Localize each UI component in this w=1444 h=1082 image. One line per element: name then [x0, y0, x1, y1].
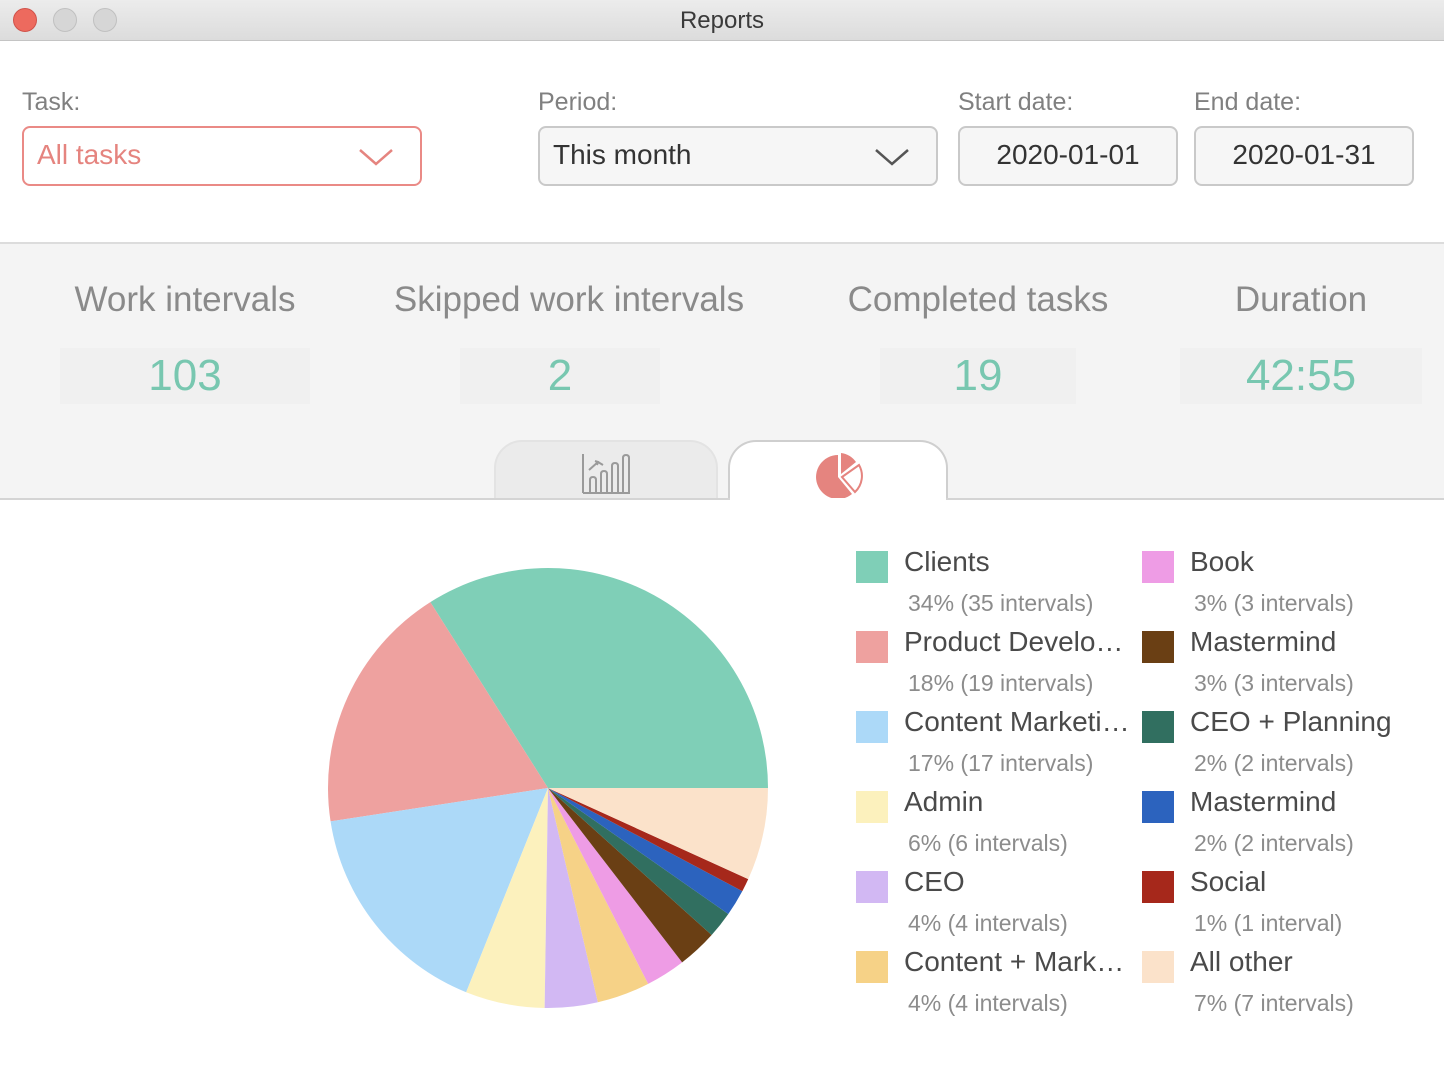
pie-slice	[548, 788, 768, 880]
period-dropdown[interactable]: This month	[538, 126, 938, 186]
minimize-window-button[interactable]	[53, 8, 77, 32]
pie-slice	[548, 788, 712, 963]
skipped-intervals-value: 2	[460, 348, 660, 404]
chevron-down-icon	[875, 149, 909, 166]
end-date-label: End date:	[1194, 88, 1302, 116]
pie-slice	[548, 788, 729, 936]
tab-baseline	[0, 498, 1444, 500]
legend-item: Product Develo… 18% (19 intervals)	[856, 626, 1136, 706]
pie-slice	[430, 568, 768, 788]
legend-item: Admin 6% (6 intervals)	[856, 786, 1136, 866]
start-date-value: 2020-01-01	[996, 139, 1140, 170]
maximize-window-button[interactable]	[93, 8, 117, 32]
completed-tasks-label: Completed tasks	[847, 280, 1109, 319]
legend-swatch	[856, 791, 888, 823]
legend-name: Content Marketi…	[904, 706, 1130, 737]
legend-name: CEO + Planning	[1190, 706, 1392, 737]
legend-name: Content + Mark…	[904, 946, 1125, 977]
legend-item: CEO + Planning 2% (2 intervals)	[1142, 706, 1422, 786]
pie-slice	[548, 788, 649, 1003]
legend-swatch	[856, 871, 888, 903]
legend-detail: 18% (19 intervals)	[908, 670, 1094, 696]
completed-tasks-value: 19	[880, 348, 1076, 404]
legend-name: CEO	[904, 866, 965, 897]
task-dropdown[interactable]: All tasks	[22, 126, 422, 186]
legend-detail: 4% (4 intervals)	[908, 990, 1068, 1016]
legend-item: CEO 4% (4 intervals)	[856, 866, 1136, 946]
legend-detail: 3% (3 intervals)	[1194, 590, 1354, 616]
pie-slice	[548, 788, 683, 984]
pie-chart	[328, 568, 768, 1008]
legend-item: Book 3% (3 intervals)	[1142, 546, 1422, 626]
legend-name: Book	[1190, 546, 1254, 577]
title-bar: Reports	[0, 0, 1444, 41]
legend-swatch	[1142, 711, 1174, 743]
work-intervals-label: Work intervals	[74, 280, 296, 319]
duration-label: Duration	[1234, 280, 1368, 319]
legend-item: Mastermind 2% (2 intervals)	[1142, 786, 1422, 866]
pie-slice	[466, 788, 548, 1008]
skipped-intervals-label: Skipped work intervals	[393, 280, 745, 319]
legend-name: Mastermind	[1190, 786, 1337, 817]
legend-swatch	[1142, 791, 1174, 823]
legend-detail: 2% (2 intervals)	[1194, 750, 1354, 776]
pie-slice	[330, 788, 548, 993]
work-intervals-value: 103	[60, 348, 310, 404]
task-dropdown-value: All tasks	[37, 139, 142, 170]
pie-slice	[548, 788, 743, 915]
legend-item: Content + Mark… 4% (4 intervals)	[856, 946, 1136, 1026]
start-date-field[interactable]: 2020-01-01	[958, 126, 1178, 186]
legend-name: All other	[1190, 946, 1293, 977]
legend-detail: 4% (4 intervals)	[908, 910, 1068, 936]
legend-swatch	[1142, 951, 1174, 983]
tab-bar-chart[interactable]	[494, 440, 718, 502]
legend-item: Content Marketi… 17% (17 intervals)	[856, 706, 1136, 786]
legend-detail: 7% (7 intervals)	[1194, 990, 1354, 1016]
legend-detail: 34% (35 intervals)	[908, 590, 1094, 616]
chart-area: Clients 34% (35 intervals) Product Devel…	[0, 500, 1444, 1082]
legend-item: All other 7% (7 intervals)	[1142, 946, 1422, 1026]
pie-slice	[548, 788, 749, 892]
legend-detail: 2% (2 intervals)	[1194, 830, 1354, 856]
end-date-field[interactable]: 2020-01-31	[1194, 126, 1414, 186]
legend-name: Product Develo…	[904, 626, 1124, 657]
legend-name: Mastermind	[1190, 626, 1337, 657]
legend-detail: 1% (1 interval)	[1194, 910, 1343, 936]
legend-swatch	[1142, 631, 1174, 663]
legend-swatch	[856, 631, 888, 663]
legend-item: Mastermind 3% (3 intervals)	[1142, 626, 1422, 706]
legend-swatch	[1142, 871, 1174, 903]
stats-panel: Work intervals 103 Skipped work interval…	[0, 242, 1444, 504]
pie-slice	[544, 788, 598, 1008]
legend-name: Clients	[904, 546, 990, 577]
legend-swatch	[856, 551, 888, 583]
legend-detail: 17% (17 intervals)	[908, 750, 1094, 776]
period-dropdown-value: This month	[553, 139, 692, 170]
pie-chart-icon	[816, 453, 863, 499]
duration-value: 42:55	[1180, 348, 1422, 404]
tab-pie-chart[interactable]	[728, 440, 948, 504]
filter-bar: Task: All tasks Period: This month Start…	[0, 42, 1444, 242]
task-label: Task:	[22, 88, 81, 116]
period-label: Period:	[538, 88, 618, 116]
legend-name: Social	[1190, 866, 1267, 897]
close-window-button[interactable]	[13, 8, 37, 32]
start-date-label: Start date:	[958, 88, 1074, 116]
legend-detail: 3% (3 intervals)	[1194, 670, 1354, 696]
legend-swatch	[1142, 551, 1174, 583]
pie-slice	[328, 602, 548, 822]
chevron-down-icon	[359, 149, 393, 166]
end-date-value: 2020-01-31	[1232, 139, 1376, 170]
legend-swatch	[856, 711, 888, 743]
window-title: Reports	[679, 7, 765, 34]
bar-chart-icon	[582, 453, 630, 494]
legend-swatch	[856, 951, 888, 983]
legend-name: Admin	[904, 786, 984, 817]
legend-item: Social 1% (1 interval)	[1142, 866, 1422, 946]
legend-item: Clients 34% (35 intervals)	[856, 546, 1136, 626]
legend-detail: 6% (6 intervals)	[908, 830, 1068, 856]
